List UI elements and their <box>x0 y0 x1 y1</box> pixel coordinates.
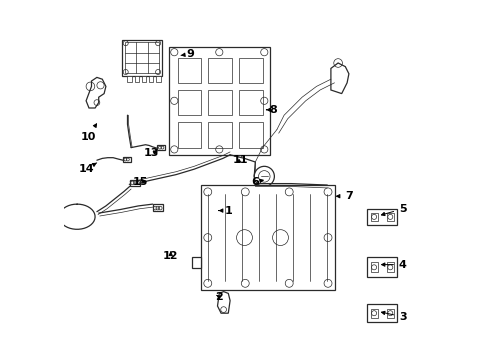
Text: 1: 1 <box>219 206 232 216</box>
Bar <box>366 304 397 322</box>
Bar <box>178 90 201 115</box>
Text: 2: 2 <box>215 292 223 302</box>
Bar <box>239 90 262 115</box>
Polygon shape <box>86 77 106 108</box>
Bar <box>239 122 262 148</box>
Bar <box>149 76 153 82</box>
Bar <box>178 58 201 83</box>
Polygon shape <box>192 257 201 268</box>
Bar <box>370 262 377 272</box>
Text: 7: 7 <box>336 191 352 201</box>
Bar <box>386 262 393 272</box>
Bar <box>168 47 269 155</box>
Bar <box>157 145 165 150</box>
Bar <box>386 309 393 318</box>
Bar <box>130 180 140 186</box>
Bar <box>156 76 160 82</box>
Text: 6: 6 <box>251 177 263 187</box>
Bar <box>366 209 397 225</box>
Text: 8: 8 <box>266 105 277 115</box>
Text: 9: 9 <box>181 49 194 59</box>
Bar <box>122 157 130 162</box>
Text: 3: 3 <box>381 311 406 322</box>
Circle shape <box>254 166 274 186</box>
Bar <box>122 40 162 76</box>
Bar <box>178 122 201 148</box>
Bar <box>152 204 163 211</box>
Polygon shape <box>330 63 348 94</box>
Text: 15: 15 <box>132 177 147 187</box>
Text: 11: 11 <box>233 155 248 165</box>
Text: 14: 14 <box>78 163 97 174</box>
Bar <box>127 76 132 82</box>
Text: 12: 12 <box>163 251 178 261</box>
Bar <box>208 122 231 148</box>
Bar <box>208 90 231 115</box>
Bar <box>239 58 262 83</box>
Bar <box>370 213 377 221</box>
Text: 4: 4 <box>381 260 406 270</box>
Text: 13: 13 <box>143 148 158 158</box>
Bar <box>370 309 377 318</box>
Bar <box>366 257 397 277</box>
Bar <box>125 42 159 73</box>
Polygon shape <box>217 292 230 313</box>
Bar <box>386 213 393 221</box>
Bar <box>208 58 231 83</box>
Bar <box>134 76 139 82</box>
Bar <box>142 76 146 82</box>
Text: 5: 5 <box>381 204 406 216</box>
Text: 10: 10 <box>80 124 96 142</box>
Bar <box>201 185 334 290</box>
